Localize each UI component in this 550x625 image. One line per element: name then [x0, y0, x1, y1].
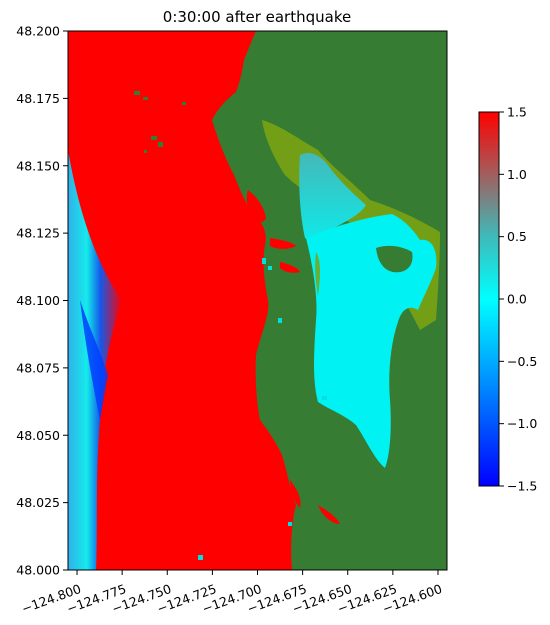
offshore-deep-band: [80, 300, 108, 420]
y-tick-label: 48.175: [16, 91, 60, 106]
colorbar-tick-label: −1.0: [507, 416, 537, 431]
colorbar-tick-label: −0.5: [507, 354, 537, 369]
colorbar-tick-label: −1.5: [507, 479, 537, 494]
y-tick-label: 48.025: [16, 495, 60, 510]
colorbar-gradient: [478, 111, 500, 487]
y-tick-label: 48.000: [16, 563, 60, 578]
plot-area: [68, 31, 447, 570]
inlet-west-shoal: [315, 252, 320, 296]
colorbar-tick-label: 0.0: [507, 292, 527, 307]
colorbar-tick-label: 1.5: [507, 105, 527, 120]
x-axis: −124.800−124.775−124.750−124.725−124.700…: [19, 570, 444, 616]
y-tick-label: 48.075: [16, 360, 60, 375]
colorbar-tick-label: 0.5: [507, 229, 527, 244]
upper-inlet-region: [299, 153, 366, 239]
coastal-cyan-specks: [198, 258, 327, 560]
inlet-water-region: [306, 214, 437, 468]
colorbar-axis: −1.5 −1.0 −0.5 0.0 0.5 1.0 1.5: [499, 105, 537, 494]
colorbar-tick-label: 1.0: [507, 167, 527, 182]
y-tick-label: 48.100: [16, 293, 60, 308]
y-tick-label: 48.200: [16, 24, 60, 39]
y-axis: 48.000 48.025 48.050 48.075 48.100 48.125 48.1…: [16, 24, 68, 578]
y-tick-label: 48.150: [16, 158, 60, 173]
y-tick-label: 48.050: [16, 428, 60, 443]
coastal-red-patches: [246, 190, 340, 524]
chart-title: 0:30:00 after earthquake: [163, 8, 351, 26]
offshore-islets: [134, 91, 186, 153]
colorbar: −1.5 −1.0 −0.5 0.0 0.5 1.0 1.5: [478, 105, 537, 494]
y-tick-label: 48.125: [16, 226, 60, 241]
inlet-island: [376, 245, 413, 273]
